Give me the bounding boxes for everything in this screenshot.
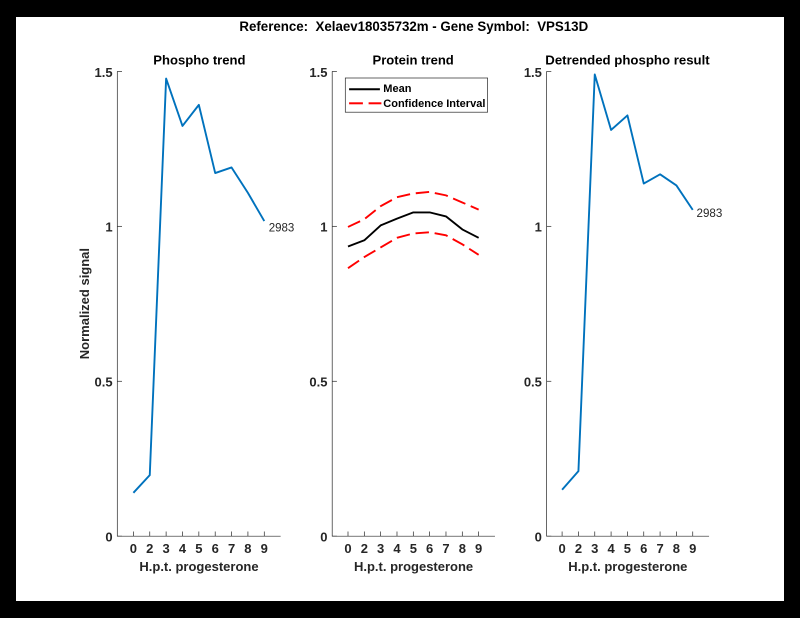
svg-text:6: 6 (212, 541, 219, 556)
svg-text:9: 9 (475, 541, 482, 556)
svg-text:H.p.t. progesterone: H.p.t. progesterone (139, 559, 258, 574)
svg-text:2983: 2983 (697, 206, 723, 220)
svg-text:5: 5 (410, 541, 417, 556)
svg-text:9: 9 (261, 541, 268, 556)
svg-text:0: 0 (344, 541, 351, 556)
svg-text:3: 3 (163, 541, 170, 556)
svg-text:4: 4 (393, 541, 401, 556)
svg-text:0: 0 (105, 530, 112, 545)
svg-text:2: 2 (575, 541, 582, 556)
svg-text:7: 7 (228, 541, 235, 556)
svg-text:Reference: Xelaev18035732m -: Reference: Xelaev18035732m - Gene Symbol… (239, 19, 588, 34)
svg-text:H.p.t. progesterone: H.p.t. progesterone (354, 559, 473, 574)
svg-text:9: 9 (689, 541, 696, 556)
svg-text:2983: 2983 (269, 221, 295, 235)
svg-text:0.5: 0.5 (524, 375, 542, 390)
svg-text:0.5: 0.5 (309, 375, 327, 390)
svg-text:Mean: Mean (383, 83, 411, 95)
svg-text:1.5: 1.5 (95, 65, 113, 80)
svg-text:3: 3 (377, 541, 384, 556)
svg-text:1.5: 1.5 (309, 65, 327, 80)
svg-text:0.5: 0.5 (95, 375, 113, 390)
svg-text:5: 5 (624, 541, 631, 556)
svg-text:2: 2 (146, 541, 153, 556)
svg-text:Phospho trend: Phospho trend (153, 52, 245, 67)
svg-text:1.5: 1.5 (524, 65, 542, 80)
svg-text:7: 7 (442, 541, 449, 556)
svg-text:0: 0 (320, 530, 327, 545)
svg-text:Normalized signal: Normalized signal (77, 248, 92, 359)
svg-text:1: 1 (320, 220, 327, 235)
svg-text:6: 6 (426, 541, 433, 556)
svg-text:1: 1 (105, 220, 112, 235)
svg-text:Confidence Interval: Confidence Interval (383, 98, 485, 110)
svg-text:4: 4 (607, 541, 615, 556)
svg-text:Detrended phospho result: Detrended phospho result (545, 52, 710, 67)
svg-text:6: 6 (640, 541, 647, 556)
svg-text:0: 0 (535, 530, 542, 545)
svg-text:H.p.t. progesterone: H.p.t. progesterone (568, 559, 687, 574)
svg-text:4: 4 (179, 541, 187, 556)
svg-text:8: 8 (459, 541, 466, 556)
svg-text:2: 2 (361, 541, 368, 556)
svg-text:8: 8 (244, 541, 251, 556)
svg-text:5: 5 (195, 541, 202, 556)
svg-text:8: 8 (673, 541, 680, 556)
svg-text:3: 3 (591, 541, 598, 556)
svg-text:0: 0 (130, 541, 137, 556)
svg-text:0: 0 (558, 541, 565, 556)
svg-text:1: 1 (535, 220, 542, 235)
svg-text:Protein trend: Protein trend (373, 52, 454, 67)
svg-text:7: 7 (656, 541, 663, 556)
